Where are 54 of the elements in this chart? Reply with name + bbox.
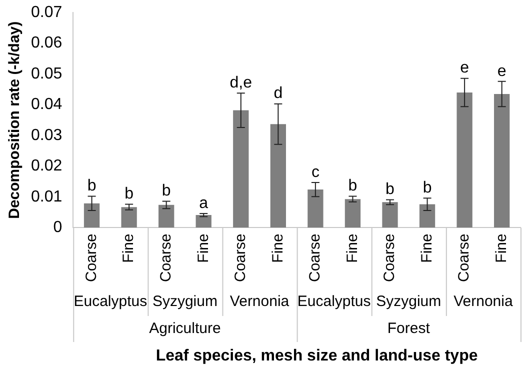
y-tick-label: 0.07 bbox=[31, 4, 62, 22]
bar bbox=[344, 199, 361, 228]
y-tick-label: 0 bbox=[53, 219, 62, 236]
data-label: b bbox=[386, 181, 395, 198]
data-label: b bbox=[162, 182, 171, 200]
y-tick-label: 0.04 bbox=[31, 96, 62, 114]
data-label: b bbox=[348, 178, 358, 195]
bar bbox=[494, 94, 510, 228]
y-tick-label: 0.06 bbox=[31, 34, 62, 52]
bar bbox=[419, 204, 436, 228]
x-tick-label: Fine bbox=[344, 234, 361, 263]
x-tick-label: Coarse bbox=[157, 234, 174, 282]
text: Eucalyptus bbox=[297, 293, 371, 310]
x-tick-label: Fine bbox=[492, 234, 510, 263]
x-tick-label: Coarse bbox=[306, 234, 324, 282]
data-label: d,e bbox=[230, 74, 252, 92]
data-label: b bbox=[124, 186, 134, 203]
x-tick-label: Fine bbox=[269, 234, 286, 263]
y-tick-label: 0.03 bbox=[31, 126, 62, 144]
data-label: e bbox=[460, 60, 470, 77]
data-label: c bbox=[311, 164, 320, 181]
text: Eucalyptus bbox=[74, 293, 148, 310]
data-label: a bbox=[199, 194, 208, 212]
bar bbox=[196, 215, 212, 228]
y-tick-label: 0.01 bbox=[31, 188, 62, 206]
bar bbox=[456, 92, 472, 228]
y-tick-label: 0.02 bbox=[31, 158, 62, 175]
bar bbox=[84, 203, 100, 228]
data-label: e bbox=[497, 62, 506, 80]
x-axis-title: Leaf species, mesh size and land-use type bbox=[156, 347, 478, 364]
text: Syzygium bbox=[152, 293, 218, 310]
text: Agriculture bbox=[149, 320, 221, 338]
x-tick-label: Coarse bbox=[381, 234, 398, 282]
x-tick-label: Fine bbox=[120, 234, 138, 263]
bar bbox=[382, 202, 398, 228]
x-tick-label: Fine bbox=[194, 234, 212, 263]
bar bbox=[233, 110, 249, 228]
bar bbox=[158, 204, 174, 228]
x-tick-label: Fine bbox=[418, 234, 436, 263]
text: Vernonia bbox=[454, 293, 514, 310]
data-label: b bbox=[87, 178, 96, 195]
y-tick-label: 0.05 bbox=[31, 65, 62, 82]
text: Vernonia bbox=[230, 293, 290, 310]
text: Syzygium bbox=[376, 293, 442, 310]
y-axis-title: Decomposition rate (-k/day) bbox=[6, 21, 24, 219]
bar bbox=[308, 190, 324, 228]
text: Forest bbox=[387, 320, 431, 338]
x-tick-label: Coarse bbox=[232, 234, 250, 282]
bar bbox=[270, 124, 286, 228]
x-tick-label: Coarse bbox=[82, 234, 100, 282]
data-label: b bbox=[422, 180, 432, 197]
data-label: d bbox=[274, 85, 283, 102]
x-tick-label: Coarse bbox=[456, 234, 473, 282]
bar bbox=[121, 207, 137, 228]
